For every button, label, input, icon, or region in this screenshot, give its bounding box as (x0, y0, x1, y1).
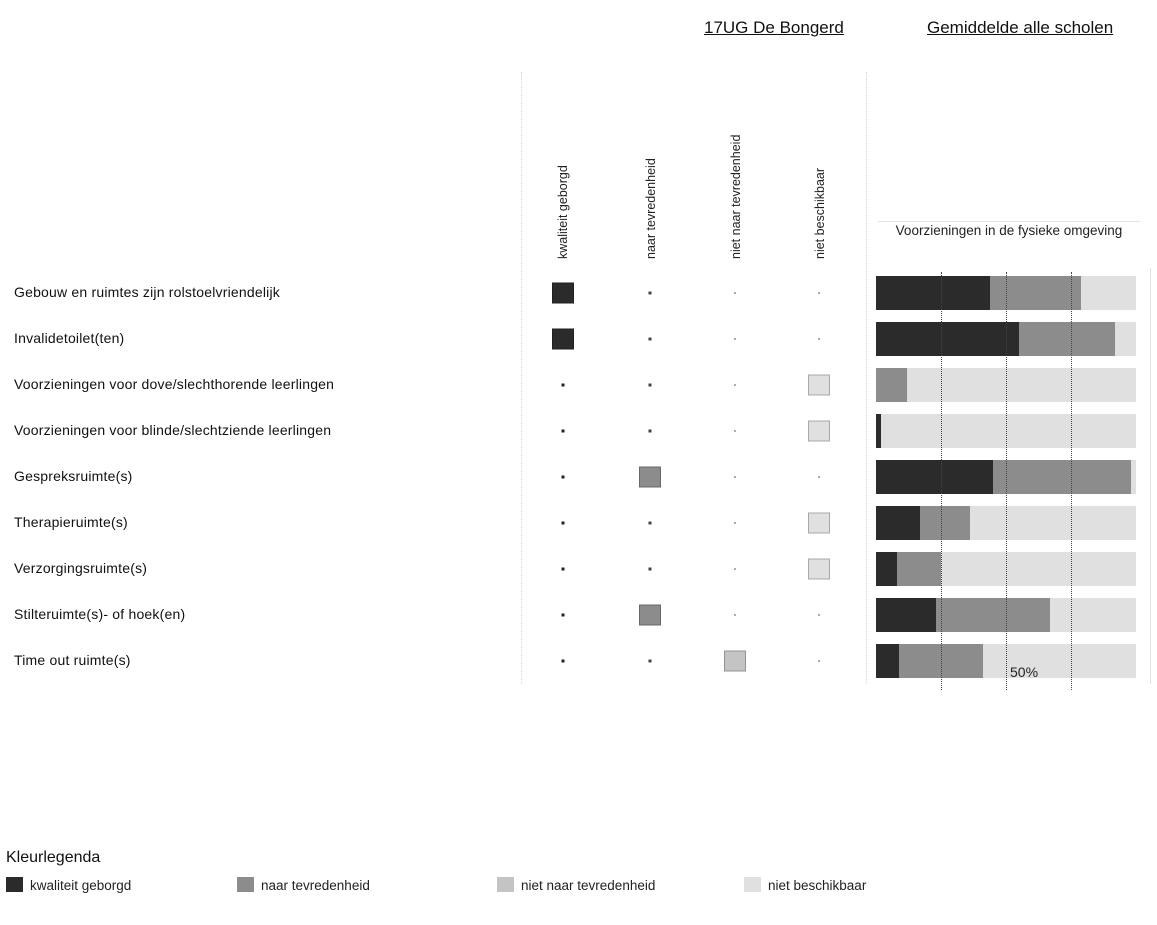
rating-dot (818, 476, 820, 478)
column-header-naar-tevredenheid: naar tevredenheid (644, 158, 658, 259)
rating-dot (734, 614, 736, 616)
bar-segment-niet-beschikbaar (1130, 460, 1136, 494)
legend-item: niet beschikbaar (744, 877, 866, 893)
rating-dot (648, 291, 652, 295)
bar-segment-kwaliteit-geborgd (876, 460, 993, 494)
column-guide (866, 72, 867, 684)
rating-dot (648, 383, 652, 387)
chart-frame (872, 268, 1151, 684)
row-label: Gespreksruimte(s) (14, 468, 133, 484)
rating-dot (734, 522, 736, 524)
gridline (1006, 272, 1007, 690)
bar-segment-naar-tevredenheid (993, 460, 1131, 494)
bar-segment-niet-beschikbaar (881, 414, 1136, 448)
rating-square-selected (552, 282, 574, 304)
legend-item: niet naar tevredenheid (497, 877, 655, 893)
bar-segment-kwaliteit-geborgd (876, 322, 1019, 356)
rating-dot (648, 429, 652, 433)
legend-title: Kleurlegenda (6, 849, 101, 866)
rating-dot (561, 475, 565, 479)
bar-segment-naar-tevredenheid (896, 552, 941, 586)
gridline-50-label: 50% (1010, 664, 1039, 680)
rating-square-selected (808, 558, 830, 580)
bar-segment-niet-beschikbaar (969, 506, 1136, 540)
rating-square-selected (552, 328, 574, 350)
bar-segment-kwaliteit-geborgd (876, 506, 921, 540)
bar-segment-naar-tevredenheid (899, 644, 983, 678)
legend-label: kwaliteit geborgd (30, 878, 132, 893)
row-label: Stilteruimte(s)- of hoek(en) (14, 606, 186, 622)
row-label: Time out ruimte(s) (14, 652, 131, 668)
gridline (1071, 272, 1072, 690)
legend-swatch (744, 877, 761, 892)
bar-segment-niet-beschikbaar (1081, 276, 1136, 310)
gridline (941, 272, 942, 690)
rating-dot (648, 337, 652, 341)
rating-dot (734, 292, 736, 294)
rating-square-selected (808, 374, 830, 396)
legend-label: naar tevredenheid (261, 878, 370, 893)
bar-segment-kwaliteit-geborgd (876, 552, 897, 586)
column-guide (521, 72, 522, 684)
legend-swatch (497, 877, 514, 892)
bar-segment-naar-tevredenheid (920, 506, 970, 540)
legend-label: niet beschikbaar (768, 878, 867, 893)
chart-title-divider (878, 221, 1140, 222)
rating-square-selected (724, 650, 746, 672)
rating-dot (648, 521, 652, 525)
legend-label: niet naar tevredenheid (521, 878, 656, 893)
row-label: Therapieruimte(s) (14, 514, 128, 530)
rating-square-selected (639, 466, 661, 488)
row-label: Voorzieningen voor blinde/slechtziende l… (14, 422, 332, 438)
bar-segment-kwaliteit-geborgd (876, 414, 882, 448)
chart-title: Voorzieningen in de fysieke omgeving (895, 223, 1123, 238)
bar-segment-niet-beschikbaar (1115, 322, 1136, 356)
legend-item: naar tevredenheid (237, 877, 370, 893)
column-header-niet-naar-tevredenheid: niet naar tevredenheid (729, 134, 743, 259)
rating-dot (648, 659, 652, 663)
rating-dot (561, 429, 565, 433)
bar-segment-niet-beschikbaar (1050, 598, 1136, 632)
rating-dot (648, 567, 652, 571)
rating-dot (818, 614, 820, 616)
bar-segment-naar-tevredenheid (935, 598, 1051, 632)
legend-swatch (6, 877, 23, 892)
rating-dot (818, 292, 820, 294)
rating-dot (818, 338, 820, 340)
bar-segment-niet-beschikbaar (941, 552, 1136, 586)
row-label: Verzorgingsruimte(s) (14, 560, 148, 576)
rating-square-selected (808, 512, 830, 534)
legend-swatch (237, 877, 254, 892)
rating-square-selected (639, 604, 661, 626)
bar-segment-naar-tevredenheid (876, 368, 908, 402)
legend-item: kwaliteit geborgd (6, 877, 131, 893)
rating-dot (734, 338, 736, 340)
bar-segment-kwaliteit-geborgd (876, 276, 991, 310)
bar-segment-niet-beschikbaar (907, 368, 1136, 402)
rating-dot (561, 613, 565, 617)
bar-segment-naar-tevredenheid (1019, 322, 1116, 356)
rating-dot (561, 659, 565, 663)
rating-dot (734, 568, 736, 570)
rating-dot (734, 476, 736, 478)
row-label: Invalidetoilet(ten) (14, 330, 125, 346)
bar-segment-kwaliteit-geborgd (876, 644, 900, 678)
column-header-niet-beschikbaar: niet beschikbaar (813, 167, 827, 259)
rating-dot (561, 567, 565, 571)
rating-dot (818, 660, 820, 662)
column-header-kwaliteit-geborgd: kwaliteit geborgd (556, 165, 570, 259)
rating-dot (734, 430, 736, 432)
bar-segment-kwaliteit-geborgd (876, 598, 936, 632)
rating-dot (561, 383, 565, 387)
rating-square-selected (808, 420, 830, 442)
bar-segment-niet-beschikbaar (982, 644, 1136, 678)
row-label: Voorzieningen voor dove/slechthorende le… (14, 376, 335, 392)
school-header: 17UG De Bongerd (704, 18, 844, 37)
row-label: Gebouw en ruimtes zijn rolstoelvriendeli… (14, 284, 280, 300)
rating-dot (561, 521, 565, 525)
rating-dot (734, 384, 736, 386)
average-header: Gemiddelde alle scholen (927, 18, 1114, 37)
bar-segment-naar-tevredenheid (990, 276, 1082, 310)
